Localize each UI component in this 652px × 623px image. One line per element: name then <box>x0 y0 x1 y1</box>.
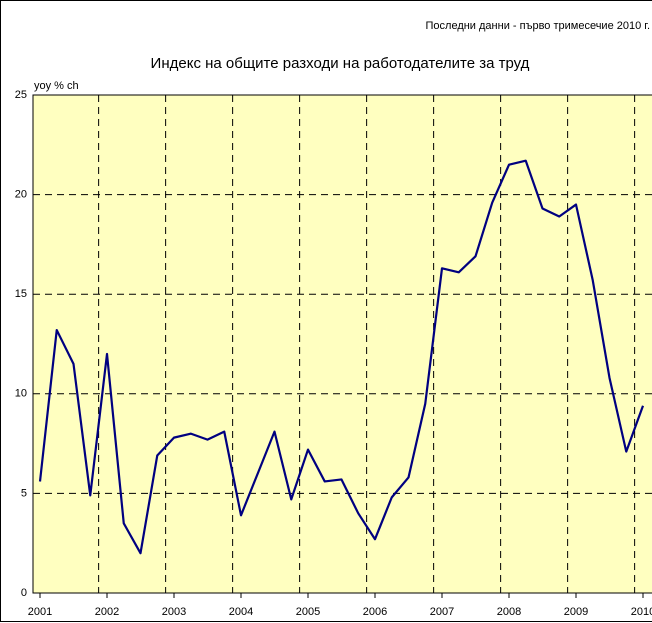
x-tick-label: 2003 <box>162 606 186 618</box>
note: Последни данни - първо тримесечие 2010 г… <box>426 20 651 32</box>
y-tick-label: 5 <box>21 487 27 499</box>
y-tick-label: 25 <box>15 89 27 101</box>
x-tick-label: 2008 <box>497 606 521 618</box>
x-tick-label: 2005 <box>296 606 320 618</box>
x-tick-label: 2004 <box>229 606 253 618</box>
y-tick-label: 20 <box>15 189 27 201</box>
chart-title: Индекс на общите разходи на работодатели… <box>151 55 530 72</box>
x-tick-label: 2006 <box>363 606 387 618</box>
plot-area <box>32 94 652 594</box>
y-axis-label: yoy % ch <box>34 80 79 92</box>
x-tick-label: 2010 <box>631 606 652 618</box>
x-tick-label: 2009 <box>564 606 588 618</box>
y-tick-label: 0 <box>21 587 27 599</box>
y-tick-label: 10 <box>15 388 27 400</box>
y-tick-label: 15 <box>15 288 27 300</box>
x-tick-label: 2007 <box>430 606 454 618</box>
x-tick-label: 2002 <box>95 606 119 618</box>
line <box>38 159 645 555</box>
x-tick-label: 2001 <box>28 606 52 618</box>
